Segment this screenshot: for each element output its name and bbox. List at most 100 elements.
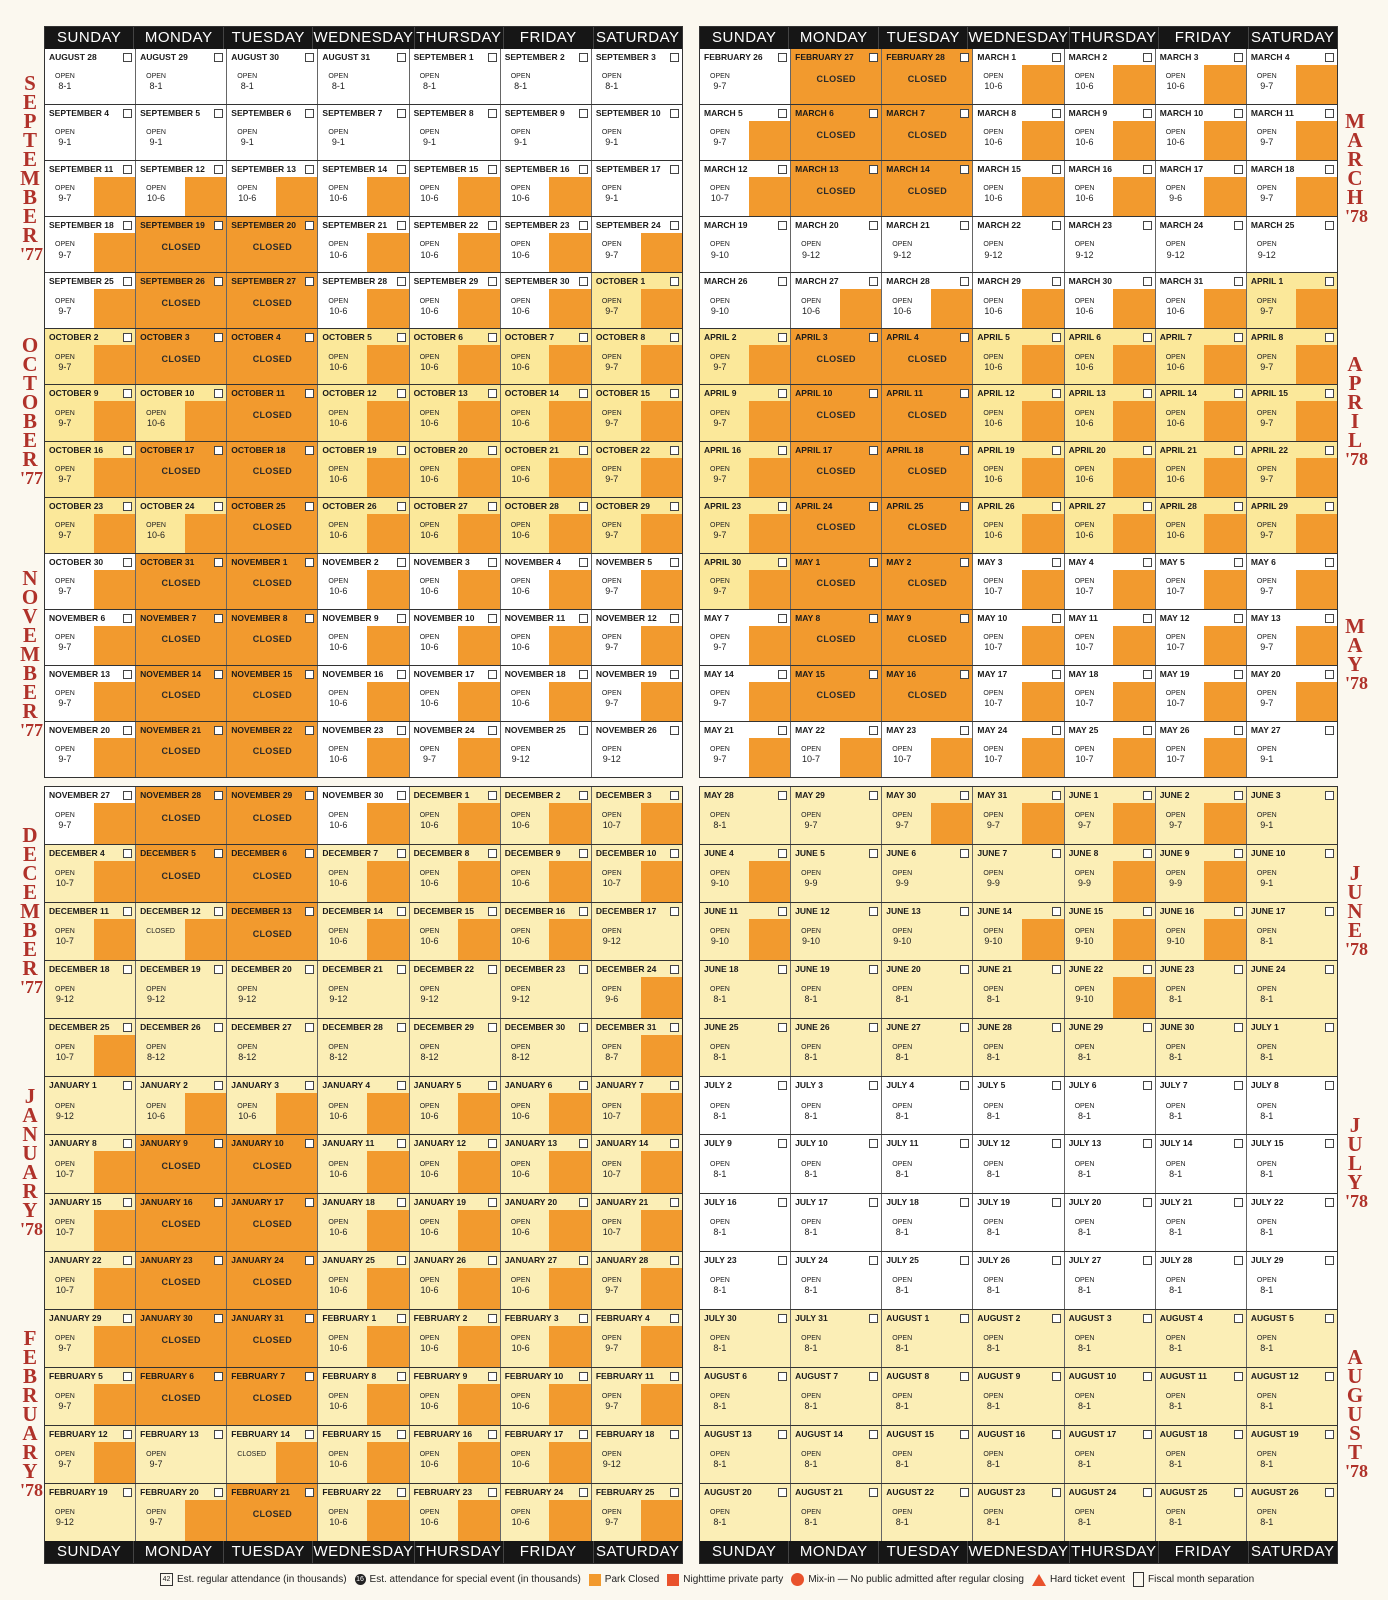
day-cell: MAY 12 OPEN 10-7	[1154, 609, 1246, 665]
day-cell: SEPTEMBER 4 OPEN 9-1	[45, 105, 136, 161]
day-cell: JUNE 13 OPEN 9-10	[881, 903, 973, 961]
hours-value: 10-7	[984, 754, 1003, 765]
open-label: OPEN	[892, 928, 913, 936]
date-label: NOVEMBER 28	[140, 790, 202, 800]
month-label-june: J U N E '78	[1345, 861, 1369, 960]
open-label: OPEN	[419, 690, 440, 698]
legend-hard-ticket: Hard ticket event	[1031, 1573, 1125, 1586]
hours-value: 10-6	[329, 1459, 348, 1470]
day-cell: JANUARY 19 OPEN 10-6	[408, 1193, 500, 1251]
day-cell: JULY 16 OPEN 8-1	[700, 1193, 791, 1251]
attendance-box-icon	[1324, 1139, 1334, 1149]
open-hours: OPEN 10-7	[1166, 634, 1186, 652]
open-hours: OPEN 10-6	[420, 185, 440, 203]
date-label: DECEMBER 4	[49, 848, 105, 859]
attendance-box-icon	[1051, 669, 1061, 679]
weekday-wednesday: WEDNESDAY	[312, 1541, 413, 1563]
open-label: OPEN	[55, 1276, 75, 1284]
closed-fill	[93, 1441, 136, 1483]
closed-fill	[640, 1209, 682, 1251]
date-label: MARCH 14	[886, 164, 930, 175]
open-label: OPEN	[601, 73, 622, 81]
hours-value: 8-1	[804, 1284, 818, 1295]
day-cell: DECEMBER 1 OPEN 10-6	[408, 787, 500, 845]
open-label: OPEN	[328, 521, 349, 529]
closed-fill	[367, 1441, 409, 1483]
attendance-box-icon	[396, 557, 406, 567]
day-cell: AUGUST 12 OPEN 8-1	[1245, 1367, 1337, 1425]
open-label: OPEN	[328, 1276, 349, 1284]
attendance-box-icon	[960, 1081, 970, 1091]
date-label: AUGUST 14	[795, 1428, 843, 1439]
weekday-tuesday: TUESDAY	[877, 1541, 967, 1563]
attendance-box-icon	[869, 1023, 879, 1033]
hours-value: 9-7	[804, 820, 818, 831]
open-hours: OPEN 9-12	[1166, 241, 1186, 259]
closed-fill	[839, 737, 882, 778]
open-hours: OPEN 9-7	[602, 690, 622, 708]
hours-value: 10-6	[1166, 361, 1185, 372]
day-cell: FEBRUARY 14 CLOSED	[226, 1425, 318, 1483]
open-label: OPEN	[1256, 1450, 1277, 1458]
open-hours: OPEN 10-6	[420, 1219, 440, 1237]
attendance-box-icon	[123, 445, 133, 455]
open-hours: OPEN 9-1	[55, 129, 75, 147]
closed-fill	[549, 1383, 591, 1425]
closed-fill	[549, 861, 591, 903]
date-label: AUGUST 16	[977, 1428, 1026, 1439]
closed-fill	[458, 919, 500, 961]
date-label: APRIL 30	[704, 556, 742, 567]
hours-value: 9-7	[58, 1400, 72, 1411]
day-cell: MAY 2 CLOSED	[881, 553, 973, 609]
open-hours: OPEN 10-7	[1166, 578, 1186, 596]
open-hours: OPEN 10-7	[55, 1161, 75, 1179]
open-hours: OPEN 9-7	[710, 73, 730, 91]
open-label: OPEN	[1074, 577, 1095, 585]
hours-value: 8-1	[986, 1052, 1000, 1063]
date-label: SEPTEMBER 29	[413, 276, 479, 287]
open-hours: OPEN 10-6	[420, 241, 440, 259]
open-hours: OPEN 8-1	[420, 73, 440, 91]
day-cell: JANUARY 6 OPEN 10-6	[499, 1077, 591, 1135]
day-cell: JANUARY 24 CLOSED	[226, 1251, 318, 1309]
date-label: NOVEMBER 19	[595, 668, 657, 679]
weekday-saturday: SATURDAY	[1247, 1541, 1337, 1563]
legend-special-attendance: 16 Est. attendance for special event (in…	[354, 1574, 581, 1585]
open-label: OPEN	[710, 409, 730, 417]
day-cell: FEBRUARY 27 CLOSED	[790, 49, 882, 105]
closed-fill	[640, 1499, 682, 1542]
closed-fill	[1295, 513, 1337, 553]
legend-regular-label: Est. regular attendance (in thousands)	[177, 1574, 347, 1585]
open-hours: OPEN 10-6	[511, 410, 531, 428]
open-hours: OPEN 9-7	[602, 410, 622, 428]
hours-value: 8-1	[804, 1110, 818, 1121]
attendance-box-icon: 42	[160, 1573, 173, 1586]
closed-label: CLOSED	[907, 578, 947, 589]
open-label: OPEN	[146, 521, 166, 529]
hours-value: 10-6	[984, 305, 1003, 316]
open-hours: OPEN 10-6	[1075, 298, 1095, 316]
closed-fill	[93, 513, 136, 553]
day-cell: DECEMBER 28 OPEN 8-12	[317, 1019, 409, 1077]
day-cell: JULY 10 OPEN 8-1	[790, 1135, 882, 1193]
hours-value: 10-6	[984, 81, 1003, 92]
open-label: OPEN	[1165, 928, 1186, 936]
open-hours: OPEN 9-1	[1257, 812, 1277, 830]
attendance-box-icon	[214, 965, 224, 975]
open-hours: OPEN 9-1	[602, 185, 622, 203]
date-label: JULY 3	[795, 1080, 824, 1091]
date-label: APRIL 18	[886, 444, 924, 455]
open-label: OPEN	[1256, 986, 1277, 994]
week-row: JULY 23 OPEN 8-1 JULY 24 OPEN 8-1 JULY 25 OPEN 8…	[700, 1250, 1337, 1309]
closed-fill	[640, 569, 682, 609]
hours-value: 10-6	[1166, 137, 1185, 148]
open-hours: OPEN 10-6	[511, 1509, 531, 1527]
hours-value: 10-6	[984, 417, 1003, 428]
open-hours: OPEN 8-1	[892, 1219, 912, 1237]
date-label: SEPTEMBER 28	[322, 276, 388, 287]
attendance-box-icon	[305, 1313, 315, 1323]
day-cell: SEPTEMBER 1 OPEN 8-1	[408, 49, 500, 105]
day-cell: JUNE 4 OPEN 9-10	[700, 845, 791, 903]
date-label: SEPTEMBER 15	[413, 164, 479, 175]
hours-value: 9-1	[422, 137, 436, 148]
